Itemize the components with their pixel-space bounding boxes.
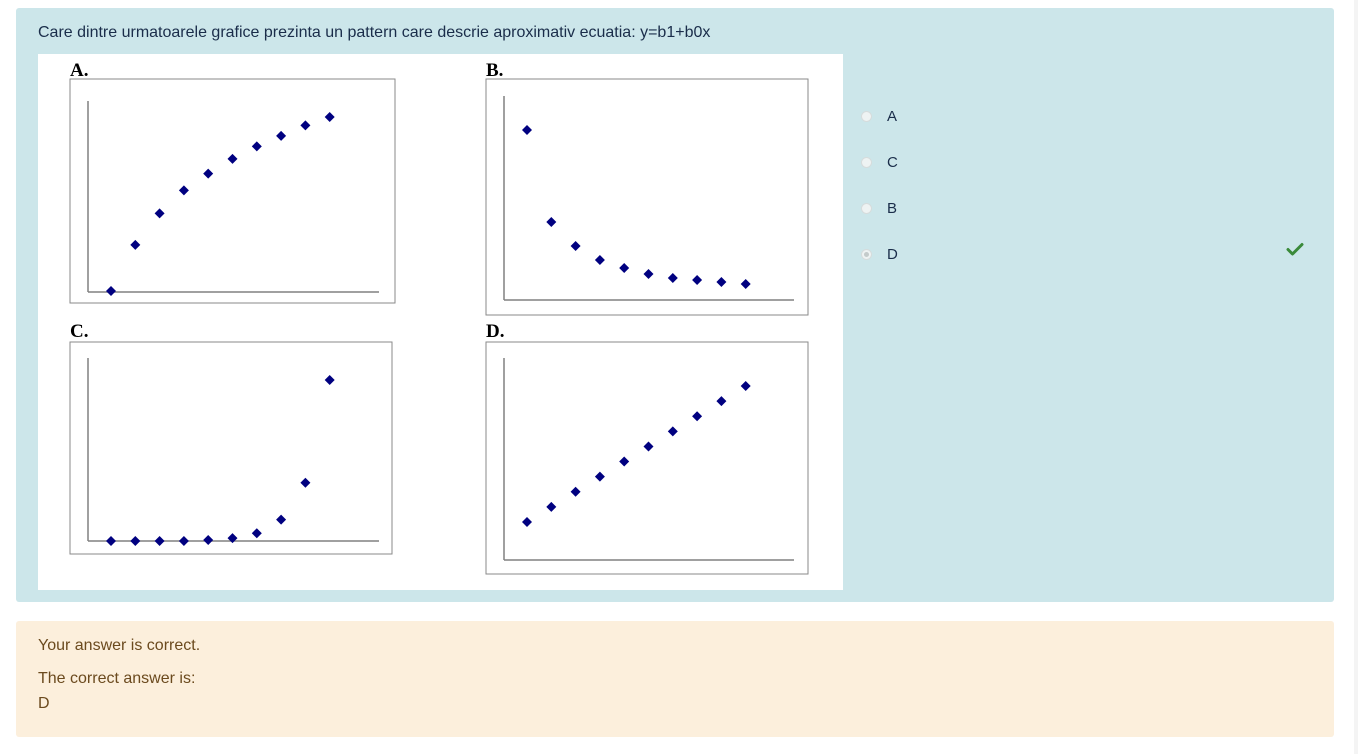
data-point — [178, 185, 189, 196]
data-point — [276, 130, 287, 141]
data-point — [594, 471, 605, 482]
scatter-figure: A. B. C. D. — [69, 60, 809, 575]
data-point — [594, 255, 605, 265]
data-point — [740, 381, 751, 391]
feedback-correct-value: D — [38, 695, 50, 712]
data-point — [251, 528, 262, 539]
check-icon — [1286, 243, 1304, 256]
answer-label-a[interactable]: A — [887, 108, 898, 125]
question-panel: Care dintre urmatoarele grafice prezinta… — [16, 8, 1334, 602]
data-point — [324, 375, 335, 385]
data-point — [203, 535, 214, 546]
chart-frame — [485, 78, 809, 316]
data-point — [251, 141, 262, 152]
feedback-correct-intro: The correct answer is: — [38, 670, 196, 687]
chart-frame — [485, 341, 809, 575]
chart-label: D. — [486, 321, 504, 342]
question-text: Care dintre urmatoarele grafice prezinta… — [38, 24, 711, 41]
answer-option-c[interactable]: C — [860, 150, 898, 196]
answer-options: A C B D — [860, 104, 898, 288]
answer-option-d[interactable]: D — [860, 242, 898, 288]
data-point — [643, 269, 654, 279]
data-point — [546, 501, 557, 512]
answer-label-c[interactable]: C — [887, 154, 898, 171]
data-point — [716, 396, 727, 407]
data-point — [300, 477, 311, 488]
data-point — [203, 168, 214, 179]
data-point — [522, 517, 532, 527]
answer-option-a[interactable]: A — [860, 104, 898, 150]
radio-b[interactable] — [861, 203, 872, 214]
data-point — [154, 536, 165, 546]
data-point — [130, 239, 141, 250]
data-point — [227, 533, 238, 544]
data-point — [643, 441, 654, 452]
chart-label: A. — [70, 60, 88, 81]
radio-a[interactable] — [861, 111, 872, 122]
data-point — [106, 536, 116, 546]
data-point — [740, 279, 751, 289]
chart-label: C. — [70, 321, 88, 342]
chart-label: B. — [486, 60, 503, 81]
data-point — [570, 486, 581, 497]
answer-label-d[interactable]: D — [887, 246, 898, 263]
data-point — [106, 286, 116, 296]
data-point — [178, 536, 189, 546]
radio-d[interactable] — [861, 249, 872, 260]
page-scrollbar[interactable] — [1354, 0, 1358, 754]
data-point — [276, 514, 287, 525]
chart-panel-a: A. — [69, 60, 396, 304]
chart-frame — [69, 341, 393, 555]
chart-frame — [69, 78, 396, 304]
data-point — [692, 411, 703, 422]
feedback-panel: Your answer is correct. The correct answ… — [16, 621, 1334, 737]
radio-c[interactable] — [861, 157, 872, 168]
data-point — [619, 456, 630, 467]
data-point — [227, 153, 238, 164]
feedback-status: Your answer is correct. — [38, 637, 201, 654]
data-point — [300, 120, 311, 131]
answer-label-b[interactable]: B — [887, 200, 898, 217]
data-point — [667, 273, 678, 283]
chart-panel-d: D. — [485, 321, 809, 575]
data-point — [154, 208, 165, 219]
data-point — [692, 275, 703, 285]
question-figure: A. B. C. D. — [38, 54, 843, 590]
data-point — [130, 536, 141, 546]
data-point — [667, 426, 678, 437]
data-point — [324, 112, 335, 122]
data-point — [546, 217, 557, 227]
data-point — [522, 125, 532, 135]
answer-option-b[interactable]: B — [860, 196, 898, 242]
data-point — [619, 263, 630, 273]
chart-panel-b: B. — [485, 60, 809, 316]
chart-panel-c: C. — [69, 321, 393, 555]
data-point — [716, 277, 727, 287]
data-point — [570, 241, 581, 251]
